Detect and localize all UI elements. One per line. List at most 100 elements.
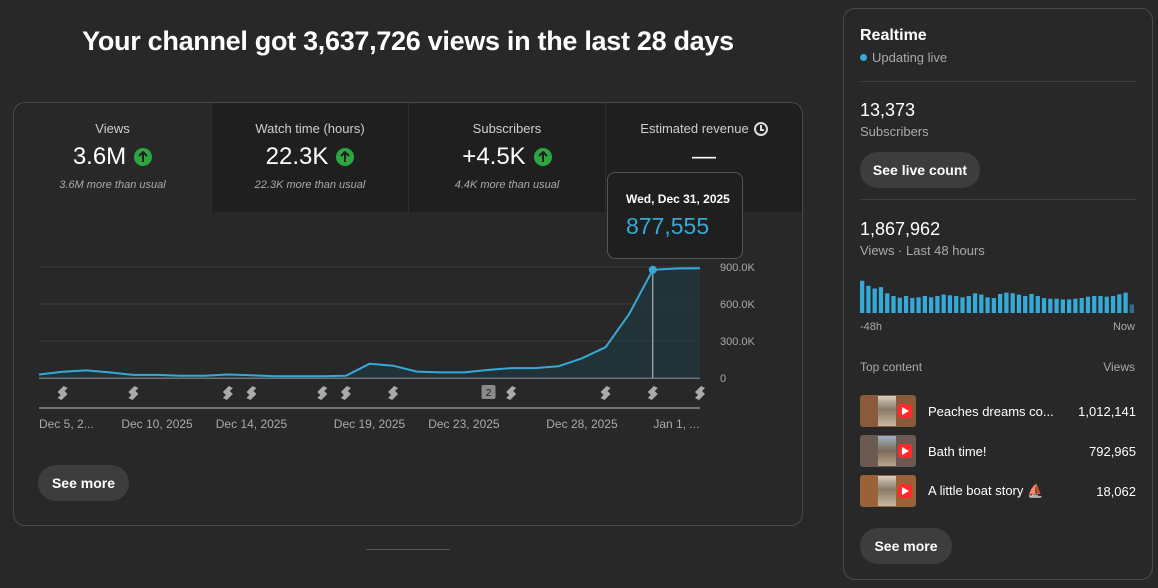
arrow-up-icon (134, 148, 153, 166)
y-tick-label: 600.0K (720, 299, 756, 311)
top-content-views: 792,965 (1089, 443, 1136, 459)
shorts-upload-icon (600, 386, 611, 400)
realtime-bar (1104, 296, 1109, 313)
top-content-row[interactable]: Peaches dreams co... 1,012,141 (860, 395, 1136, 427)
views-line (38, 267, 701, 378)
realtime-views-bar-chart[interactable] (860, 271, 1136, 313)
realtime-bar (966, 296, 971, 313)
y-tick-label: 0 (720, 373, 726, 385)
realtime-axis-end: Now (1112, 321, 1135, 333)
tab-views[interactable]: Views 3.6M 3.6M more than usual (14, 103, 211, 212)
top-content-title: Bath time! (928, 443, 987, 459)
realtime-bar (1023, 296, 1028, 313)
see-more-top-content-button[interactable]: See more (860, 528, 952, 564)
shorts-upload-icon (506, 386, 517, 400)
realtime-bar (878, 287, 884, 313)
arrow-up-icon (533, 148, 552, 166)
top-content-row[interactable]: Bath time! 792,965 (860, 435, 1136, 467)
shorts-upload-icon (57, 386, 68, 400)
carousel-indicator[interactable] (366, 549, 450, 550)
realtime-bar (998, 293, 1003, 313)
realtime-views-value: 1,867,962 (860, 219, 941, 239)
realtime-bar (1060, 299, 1065, 313)
top-content-title: A little boat story ⛵ (928, 483, 1044, 498)
realtime-bar (935, 296, 940, 313)
arrow-up-icon (336, 148, 355, 166)
shorts-upload-icon (246, 386, 257, 400)
tab-revenue-value: — (692, 143, 716, 170)
realtime-bar (1010, 293, 1015, 313)
x-tick-label: Dec 5, 2... (39, 417, 94, 431)
y-tick-label: 900.0K (720, 262, 756, 274)
realtime-bar (1035, 296, 1040, 313)
x-tick-label: Dec 10, 2025 (121, 417, 193, 431)
upload-count-badge-label: 2 (486, 388, 492, 399)
upload-count-badge (481, 385, 496, 399)
tab-watch-time-value-row: 22.3K (212, 143, 408, 171)
realtime-title: Realtime (860, 27, 927, 44)
tab-views-value: 3.6M (72, 143, 127, 170)
analytics-overview-card: Views 3.6M 3.6M more than usual Watch ti… (13, 102, 803, 526)
shorts-upload-icon (317, 386, 328, 400)
realtime-bar (1029, 293, 1034, 313)
realtime-bar (866, 285, 871, 313)
tooltip-date: Wed, Dec 31, 2025 (626, 192, 730, 206)
realtime-status: Updating live (860, 50, 947, 65)
shorts-icon (898, 404, 912, 418)
realtime-bar (1123, 292, 1128, 313)
video-thumbnail (860, 475, 916, 507)
realtime-bar (1016, 294, 1022, 313)
tab-revenue-label-row: Estimated revenue (606, 121, 802, 136)
divider (860, 199, 1136, 200)
realtime-bar (1110, 296, 1116, 313)
realtime-bar (891, 296, 896, 313)
views-line-chart[interactable]: 900.0K 600.0K 300.0K 0 2 Dec 5, 2... Dec 10, 2… (14, 103, 802, 443)
realtime-axis-start: -48h (860, 321, 883, 333)
shorts-icon (898, 444, 912, 458)
tab-views-note: 3.6M more than usual (59, 179, 166, 191)
realtime-bar (1048, 298, 1053, 313)
tab-subscribers-value: +4.5K (462, 143, 526, 170)
realtime-card: Realtime Updating live 13,373 Subscriber… (843, 8, 1153, 580)
realtime-subscribers-label: Subscribers (860, 124, 929, 139)
tab-subscribers[interactable]: Subscribers +4.5K 4.4K more than usual (408, 103, 605, 212)
x-tick-label: Dec 19, 2025 (334, 417, 406, 431)
page-headline: Your channel got 3,637,726 views in the … (82, 26, 734, 56)
x-tick-label: Dec 14, 2025 (216, 417, 288, 431)
realtime-views-label: Views · Last 48 hours (860, 243, 985, 258)
x-tick-label: Dec 23, 2025 (428, 417, 500, 431)
realtime-bar (1092, 296, 1097, 313)
tab-watch-time-value: 22.3K (265, 143, 329, 170)
tooltip-value: 877,555 (626, 213, 710, 239)
shorts-upload-icon (128, 386, 139, 400)
tab-revenue-label: Estimated revenue (640, 121, 749, 136)
tab-watch-time-label: Watch time (hours) (255, 121, 365, 136)
realtime-bar (860, 280, 865, 313)
realtime-bar (972, 293, 978, 313)
realtime-bar (960, 297, 965, 313)
realtime-bar (1054, 298, 1059, 313)
y-tick-label: 300.0K (720, 336, 756, 348)
shorts-upload-icon (695, 386, 705, 400)
see-more-button[interactable]: See more (38, 465, 129, 501)
shorts-upload-icon (340, 386, 351, 400)
tab-watch-time-note: 22.3K more than usual (254, 179, 366, 191)
shorts-icon (898, 484, 912, 498)
realtime-bar (897, 297, 902, 313)
realtime-bar (929, 297, 934, 313)
tab-subscribers-value-row: +4.5K (409, 143, 605, 171)
realtime-bar (954, 296, 959, 313)
video-thumbnail (860, 395, 916, 427)
shorts-upload-icon (222, 386, 233, 400)
tab-revenue-value-row: — (606, 143, 802, 171)
top-content-row[interactable]: A little boat story ⛵ 18,062 (860, 475, 1136, 507)
realtime-bar (1079, 298, 1084, 313)
tab-subscribers-label: Subscribers (472, 121, 542, 136)
realtime-bar (941, 294, 946, 313)
top-content-views: 1,012,141 (1078, 403, 1136, 419)
see-live-count-button[interactable]: See live count (860, 152, 980, 188)
top-content-views: 18,062 (1096, 483, 1136, 499)
tab-watch-time[interactable]: Watch time (hours) 22.3K 22.3K more than… (211, 103, 408, 212)
divider (860, 81, 1136, 82)
realtime-bar (1098, 296, 1103, 313)
